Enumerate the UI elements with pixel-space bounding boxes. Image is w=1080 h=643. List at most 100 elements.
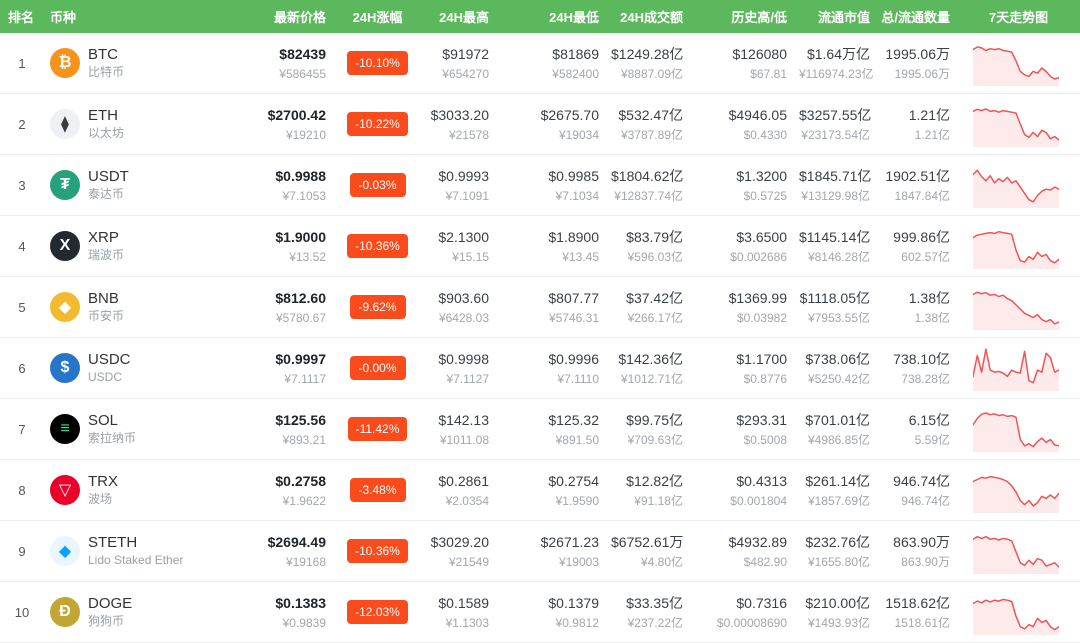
table-row[interactable]: 9 ◆ STETH Lido Staked Ether $2694.49 ¥19… [0,521,1080,582]
coin-symbol[interactable]: BTC [88,46,118,64]
high-24h-usd: $0.1589 [438,594,489,611]
high-24h-cell: $91972 ¥654270 [425,44,495,83]
coin-symbol[interactable]: TRX [88,473,118,491]
column-header-high[interactable]: 24H最高 [439,10,489,25]
table-row[interactable]: 8 ▽ TRX 波场 $0.2758 ¥1.9622 -3.48% $0.286… [0,460,1080,521]
column-header-chart[interactable]: 7天走势图 [988,10,1049,25]
table-row[interactable]: 6 $ USDC USDC $0.9997 ¥7.1117 -0.00% $0.… [0,338,1080,399]
all-time-low: $0.8776 [743,371,787,386]
volume-24h-usd: $6752.61万 [611,533,684,550]
high-24h-cny: ¥1.1303 [445,615,489,630]
coin-cell[interactable]: ₿ BTC 比特币 [44,46,250,80]
sparkline-chart [957,345,1080,391]
supply-cell: 1.21亿 1.21亿 [877,105,957,144]
all-time-high: $4932.89 [728,533,787,550]
latest-price-cell: $0.2758 ¥1.9622 [250,471,330,510]
bnb-icon: ◆ [50,292,80,322]
latest-price-usd: $82439 [279,45,326,62]
high-24h-cell: $0.9993 ¥7.1091 [425,166,495,205]
coin-symbol[interactable]: USDC [88,351,131,369]
supply-cell: 863.90万 863.90万 [877,532,957,571]
low-24h-cny: ¥13.45 [562,249,599,264]
low-24h-usd: $125.32 [548,411,599,428]
sparkline-chart [957,528,1080,574]
marketcap-usd: $701.01亿 [805,411,870,428]
table-row[interactable]: 5 ◆ BNB 币安币 $812.60 ¥5780.67 -9.62% $903… [0,277,1080,338]
coin-symbol[interactable]: XRP [88,229,119,247]
high-24h-cell: $903.60 ¥6428.03 [425,288,495,327]
volume-24h-usd: $12.82亿 [626,472,683,489]
table-row[interactable]: 10 Ð DOGE 狗狗币 $0.1383 ¥0.9839 -12.03% $0… [0,582,1080,643]
latest-price-cny: ¥7.1117 [284,371,326,386]
latest-price-usd: $0.9988 [275,167,326,184]
volume-24h-cell: $532.47亿 ¥3787.89亿 [607,105,690,144]
coin-cell[interactable]: ₮ USDT 泰达币 [44,168,250,202]
coin-cell[interactable]: ▽ TRX 波场 [44,473,250,507]
coin-cell[interactable]: $ USDC USDC [44,351,250,385]
marketcap-cny: ¥1857.69亿 [807,493,870,508]
coin-symbol[interactable]: ETH [88,107,118,125]
table-row[interactable]: 1 ₿ BTC 比特币 $82439 ¥586455 -10.10% $9197… [0,33,1080,94]
coin-cell[interactable]: Ð DOGE 狗狗币 [44,595,250,629]
volume-24h-cny: ¥8887.09亿 [620,66,683,81]
column-header-ath-atl[interactable]: 历史高/低 [731,10,787,25]
coin-name: 比特币 [88,64,125,79]
coin-symbol[interactable]: STETH [88,534,138,552]
sparkline-chart [957,40,1080,86]
change-cell: -9.62% [330,295,425,319]
rank-number: 6 [18,360,26,376]
coin-cell[interactable]: X XRP 瑞波币 [44,229,250,263]
column-header-marketcap[interactable]: 流通市值 [817,10,870,25]
marketcap-cny: ¥8146.28亿 [807,249,870,264]
table-body: 1 ₿ BTC 比特币 $82439 ¥586455 -10.10% $9197… [0,33,1080,643]
low-24h-usd: $0.1379 [548,594,599,611]
coin-cell[interactable]: ⧫ ETH 以太坊 [44,107,250,141]
low-24h-cell: $0.2754 ¥1.9590 [495,471,607,510]
table-row[interactable]: 3 ₮ USDT 泰达币 $0.9988 ¥7.1053 -0.03% $0.9… [0,155,1080,216]
table-row[interactable]: 7 ≡ SOL 索拉纳币 $125.56 ¥893.21 -11.42% $14… [0,399,1080,460]
column-header-supply[interactable]: 总/流通数量 [881,10,950,25]
coin-name: 索拉纳币 [88,430,137,445]
coin-symbol[interactable]: DOGE [88,595,133,613]
column-header-rank[interactable]: 排名 [8,10,35,25]
latest-price-cell: $0.1383 ¥0.9839 [250,593,330,632]
table-header: 排名 币种 最新价格 24H涨幅 24H最高 24H最低 24H成交额 历史高/… [0,0,1080,33]
table-row[interactable]: 2 ⧫ ETH 以太坊 $2700.42 ¥19210 -10.22% $303… [0,94,1080,155]
column-header-low[interactable]: 24H最低 [549,10,599,25]
supply-circulating: 738.28亿 [901,371,950,386]
supply-total: 1902.51亿 [885,167,950,184]
rank-number: 5 [18,299,26,315]
supply-circulating: 1518.61亿 [894,615,950,630]
change-badge: -10.36% [347,539,408,563]
supply-total: 738.10亿 [893,350,950,367]
latest-price-cell: $2700.42 ¥19210 [250,105,330,144]
all-time-high: $1.1700 [736,350,787,367]
usdc-icon: $ [50,353,80,383]
trx-icon: ▽ [50,475,80,505]
latest-price-cny: ¥0.9839 [282,615,326,630]
column-header-coin[interactable]: 币种 [50,10,77,25]
change-cell: -0.03% [330,173,425,197]
column-header-change[interactable]: 24H涨幅 [352,10,403,25]
coin-symbol[interactable]: BNB [88,290,119,308]
supply-cell: 1518.62亿 1518.61亿 [877,593,957,632]
low-24h-usd: $2671.23 [540,533,599,550]
low-24h-cell: $125.32 ¥891.50 [495,410,607,449]
marketcap-cny: ¥5250.42亿 [807,371,870,386]
coin-symbol[interactable]: USDT [88,168,129,186]
sparkline-chart [957,101,1080,147]
coin-cell[interactable]: ◆ BNB 币安币 [44,290,250,324]
volume-24h-cell: $37.42亿 ¥266.17亿 [607,288,690,327]
all-time-high: $1.3200 [736,167,787,184]
column-header-volume[interactable]: 24H成交额 [620,10,683,25]
latest-price-cny: ¥893.21 [282,432,326,447]
coin-cell[interactable]: ≡ SOL 索拉纳币 [44,412,250,446]
table-row[interactable]: 4 X XRP 瑞波币 $1.9000 ¥13.52 -10.36% $2.13… [0,216,1080,277]
coin-cell[interactable]: ◆ STETH Lido Staked Ether [44,534,250,568]
sparkline-chart [957,406,1080,452]
column-header-price[interactable]: 最新价格 [273,10,326,25]
supply-cell: 738.10亿 738.28亿 [877,349,957,388]
latest-price-cell: $125.56 ¥893.21 [250,410,330,449]
supply-cell: 1995.06万 1995.06万 [877,44,957,83]
coin-symbol[interactable]: SOL [88,412,119,430]
